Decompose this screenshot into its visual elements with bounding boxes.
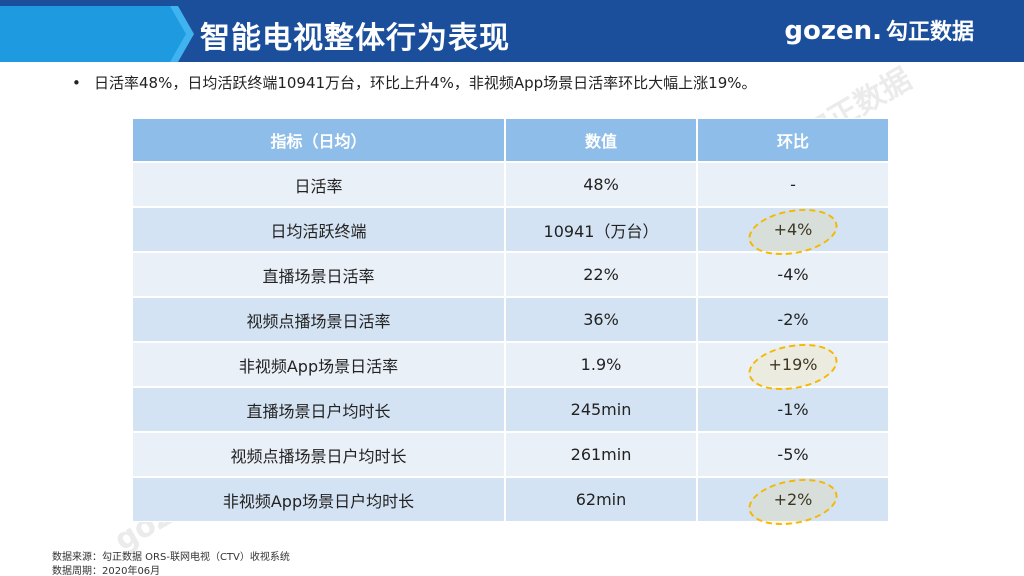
header-change: 环比: [697, 118, 889, 162]
change-cell: -4%: [697, 252, 889, 297]
table-row: 非视频App场景日户均时长 62min +2%: [132, 477, 889, 522]
metric-cell: 视频点播场景日活率: [132, 297, 505, 342]
metric-cell: 非视频App场景日活率: [132, 342, 505, 387]
table-row: 视频点播场景日户均时长 261min -5%: [132, 432, 889, 477]
footer-period: 数据周期：2020年06月: [52, 566, 161, 576]
change-cell: -2%: [697, 297, 889, 342]
change-cell: -1%: [697, 387, 889, 432]
value-cell: 1.9%: [505, 342, 697, 387]
value-cell: 245min: [505, 387, 697, 432]
value-cell: 36%: [505, 297, 697, 342]
page-title: 智能电视整体行为表现: [200, 21, 510, 56]
table-row: 非视频App场景日活率 1.9% +19%: [132, 342, 889, 387]
logo-text: gozen.: [784, 16, 882, 46]
value-cell: 261min: [505, 432, 697, 477]
header-value: 数值: [505, 118, 697, 162]
banner-accent-shape: [0, 6, 188, 62]
title-banner: 智能电视整体行为表现 gozen. 勾正数据: [0, 0, 1024, 62]
value-cell: 10941（万台）: [505, 207, 697, 252]
company-logo: gozen. 勾正数据: [784, 14, 974, 46]
table-row: 视频点播场景日活率 36% -2%: [132, 297, 889, 342]
change-cell: -: [697, 162, 889, 207]
value-cell: 22%: [505, 252, 697, 297]
table-header-row: 指标（日均） 数值 环比: [132, 118, 889, 162]
value-cell: 48%: [505, 162, 697, 207]
metric-cell: 直播场景日户均时长: [132, 387, 505, 432]
metric-cell: 日均活跃终端: [132, 207, 505, 252]
table-row: 直播场景日户均时长 245min -1%: [132, 387, 889, 432]
value-cell: 62min: [505, 477, 697, 522]
table-row: 日均活跃终端 10941（万台） +4%: [132, 207, 889, 252]
metric-cell: 非视频App场景日户均时长: [132, 477, 505, 522]
change-cell: -5%: [697, 432, 889, 477]
metric-cell: 视频点播场景日户均时长: [132, 432, 505, 477]
logo-cn-text: 勾正数据: [885, 20, 974, 45]
change-cell: +2%: [697, 477, 889, 522]
footer-source: 数据来源：勾正数据 ORS-联网电视（CTV）收视系统: [52, 552, 290, 563]
bullet-icon: •: [72, 74, 81, 92]
change-cell: +19%: [697, 342, 889, 387]
header-metric: 指标（日均）: [132, 118, 505, 162]
metrics-table: 指标（日均） 数值 环比 日活率 48% - 日均活跃终端 10941（万台） …: [132, 118, 889, 522]
table-row: 日活率 48% -: [132, 162, 889, 207]
change-cell: +4%: [697, 207, 889, 252]
summary-line: • 日活率48%，日均活跃终端10941万台，环比上升4%，非视频App场景日活率…: [72, 72, 757, 93]
metric-cell: 日活率: [132, 162, 505, 207]
table-row: 直播场景日活率 22% -4%: [132, 252, 889, 297]
metric-cell: 直播场景日活率: [132, 252, 505, 297]
summary-text: 日活率48%，日均活跃终端10941万台，环比上升4%，非视频App场景日活率环…: [94, 74, 757, 92]
